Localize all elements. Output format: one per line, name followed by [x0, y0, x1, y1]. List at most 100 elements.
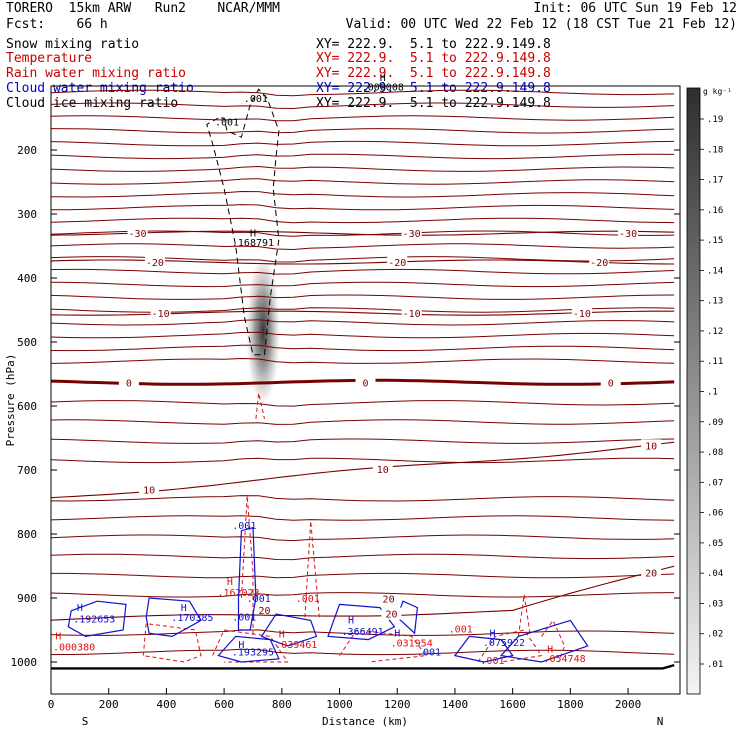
y-tick-label: 200 [17, 144, 37, 157]
field-annotation: H [394, 628, 400, 639]
isotherm-label-bg [641, 439, 662, 452]
x-tick-label: 1200 [384, 698, 411, 711]
colorbar-tick-label: .08 [707, 448, 723, 458]
field-annotation: .001 [449, 625, 473, 636]
isotherm-label: -20 [146, 258, 164, 269]
x-tick-label: 800 [272, 698, 292, 711]
x-tick-label: 0 [48, 698, 55, 711]
field-annotation: .001 [215, 118, 239, 129]
isotherm--30 [51, 230, 675, 236]
colorbar-tick-label: .12 [707, 327, 723, 337]
field-xy-snow: XY= 222.9. 5.1 to 222.9.149.8 [316, 37, 551, 52]
field-annotation: H [489, 628, 495, 639]
isotherm-label: -30 [129, 229, 147, 240]
isotherm-label: 10 [645, 441, 657, 452]
isotherm-label-bg [600, 376, 621, 389]
field-annotation: .054748 [544, 654, 586, 665]
field-annotation: .031954 [391, 639, 433, 650]
isotherm-label: 0 [126, 378, 132, 389]
colorbar-tick-label: .11 [707, 357, 723, 367]
isotherm-label-bg [139, 483, 160, 496]
rain-contour [142, 623, 202, 663]
colorbar-scale [686, 87, 701, 695]
rain-contour [477, 629, 543, 663]
field-annotation: .192653 [73, 614, 115, 625]
isotherm [51, 648, 675, 656]
cloud-water-contour [217, 635, 280, 663]
header-forecast: Fcst: 66 h [6, 17, 108, 32]
isotherm [51, 190, 675, 198]
isotherm [51, 128, 675, 134]
field-annotation: H [55, 632, 61, 643]
isotherm [51, 331, 675, 339]
isotherm [51, 419, 675, 425]
isotherm-label-bg [387, 256, 408, 268]
isotherm [51, 140, 675, 147]
isotherm [51, 515, 675, 521]
colorbar-tick-label: .1 [707, 388, 718, 398]
field-annotation: .193295 [232, 648, 274, 659]
y-tick-label: 400 [17, 272, 37, 285]
field-annotation: H [547, 644, 553, 655]
isotherm [51, 89, 675, 97]
x-tick-label: 2000 [615, 698, 642, 711]
isotherm-label-bg [641, 566, 662, 579]
cloud-water-contour [499, 619, 589, 663]
cloud-water-contour [67, 600, 127, 638]
colorbar-tick-label: .03 [707, 599, 723, 609]
field-annotation: 20 [258, 606, 270, 617]
isotherm [51, 553, 675, 561]
field-annotation: 20 [383, 594, 395, 605]
colorbar-ticks: .01 .02 .03 .04 .05 .06 .07 .08 .09 .1 .11 .12 .13 .1… [700, 115, 723, 670]
colorbar-tick-label: .13 [707, 297, 723, 307]
isotherm [51, 178, 675, 185]
contour-layer [51, 88, 675, 670]
field-annotation: .001 [247, 594, 271, 605]
isotherm [51, 281, 675, 288]
x-tick-label: 1800 [557, 698, 584, 711]
isotherm-label-bg [381, 607, 402, 620]
isotherm-label: 0 [362, 378, 368, 389]
colorbar-tick-label: .14 [707, 266, 723, 276]
colorbar-tick-label: .09 [707, 418, 723, 428]
isotherm-label-bg [401, 227, 422, 240]
field-annotation: .168791 [232, 238, 274, 249]
isotherm [51, 344, 675, 352]
y-axis-label: Pressure (hPa) [4, 354, 17, 447]
isotherm [51, 115, 675, 122]
isotherm-label-bg [144, 256, 165, 268]
isotherm [51, 256, 675, 263]
field-annotation: H [227, 577, 233, 588]
field-annotation: H [380, 73, 386, 84]
isotherm-label: 0 [608, 378, 614, 389]
isotherm-label: 20 [645, 568, 657, 579]
x-axis-label: Distance (km) [322, 715, 408, 728]
isotherm [51, 592, 675, 598]
field-annotation: .075922 [483, 638, 525, 649]
field-annotation: H [279, 630, 285, 641]
cloud-water-contour [396, 600, 419, 635]
isotherm-label: -20 [590, 258, 608, 269]
header-valid: Valid: 00 UTC Wed 22 Feb 12 (18 CST Tue … [345, 17, 737, 32]
colorbar-tick-label: .18 [707, 145, 723, 155]
field-annotation: .001 [480, 656, 504, 667]
colorbar-tick-label: .07 [707, 478, 723, 488]
isotherm-label-bg [571, 307, 592, 320]
field-annotation: .000380 [53, 642, 95, 653]
colorbar-tick-label: .04 [707, 569, 723, 579]
y-tick-label: 900 [17, 592, 37, 605]
rain-contour [212, 629, 289, 663]
y-tick-label: 600 [17, 400, 37, 413]
isotherm [51, 572, 675, 579]
colorbar-tick-label: .05 [707, 539, 723, 549]
field-xy-rain: XY= 222.9. 5.1 to 222.9.149.8 [316, 66, 551, 81]
isotherm-label-bg [618, 227, 639, 240]
field-annotation: .039461 [275, 640, 317, 651]
x-tick-label: 1000 [326, 698, 353, 711]
field-name-temperature: Temperature [6, 51, 93, 66]
y-tick-label: 1000 [11, 656, 38, 669]
rain-contour [517, 594, 531, 637]
rain-contour [255, 393, 265, 419]
isotherm-label: -20 [388, 258, 406, 269]
